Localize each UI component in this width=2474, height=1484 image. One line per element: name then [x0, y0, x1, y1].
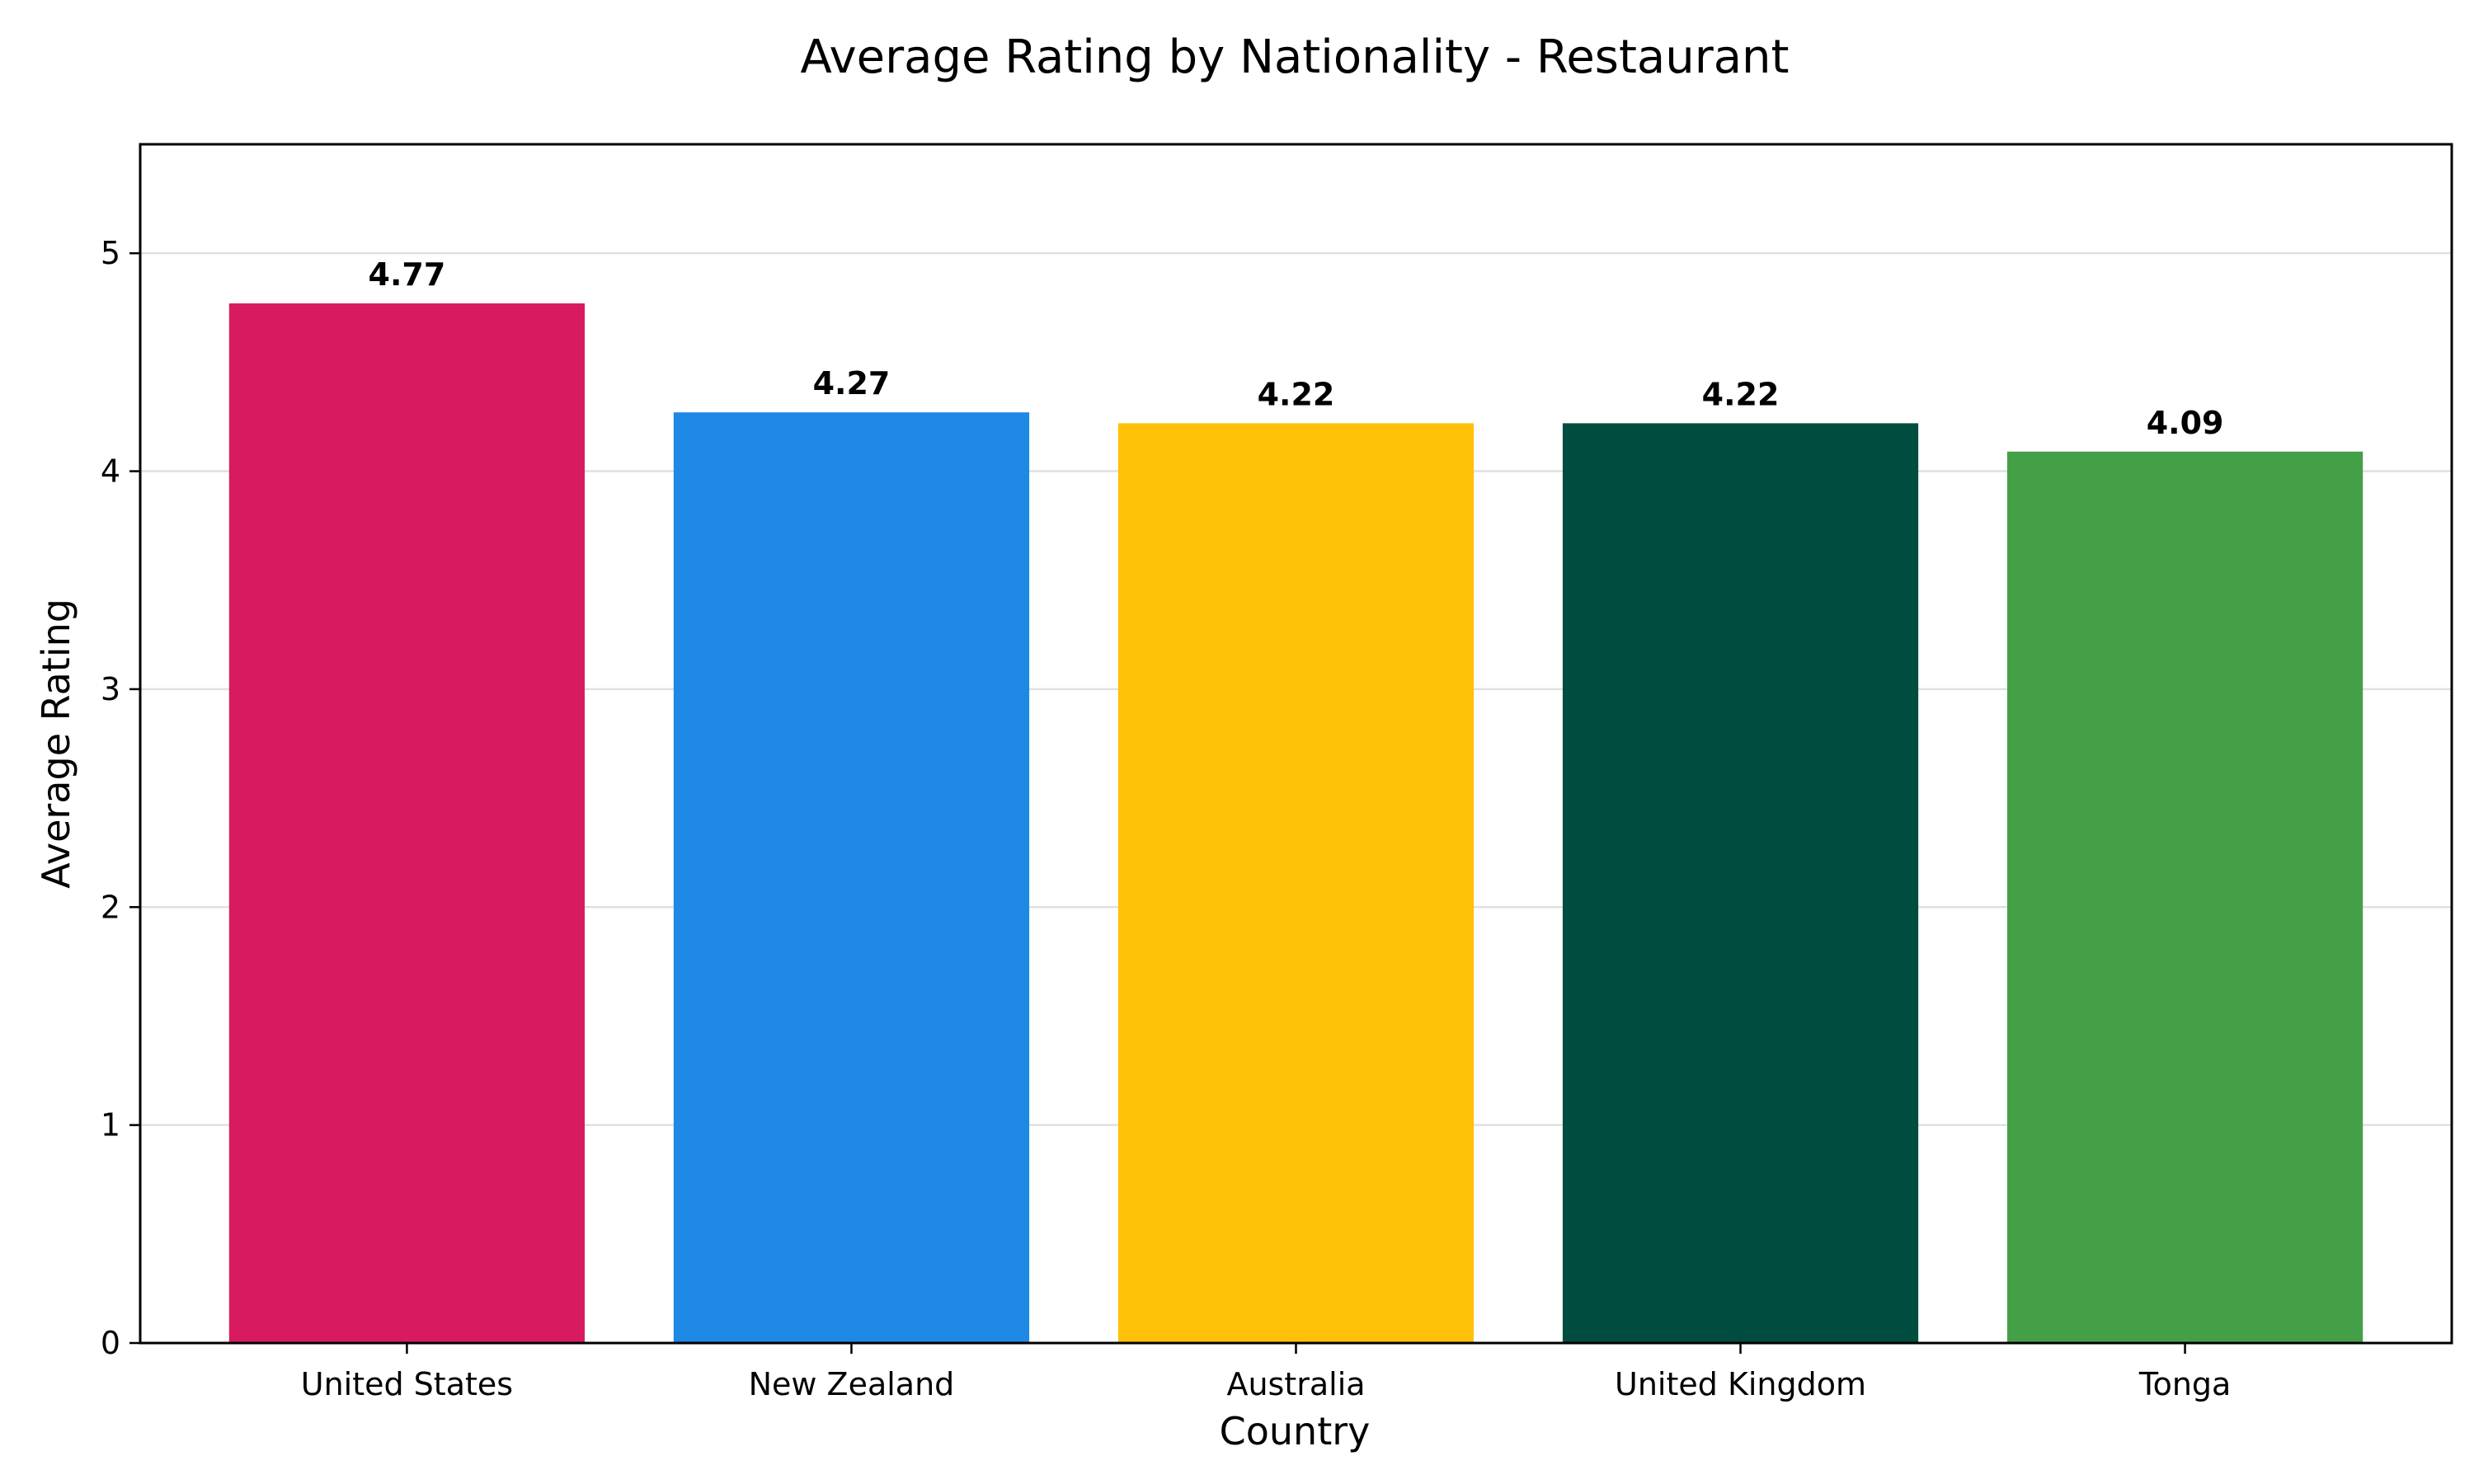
x-tick-label: United States	[301, 1366, 513, 1402]
x-axis-ticks: United States New Zealand Australia United …	[301, 1343, 2232, 1402]
y-tick-label: 0	[101, 1325, 120, 1361]
x-tick-label: United Kingdom	[1615, 1366, 1866, 1402]
y-axis-ticks: 0 1 2 3 4 5	[101, 235, 140, 1361]
bars	[228, 303, 2363, 1344]
data-label: 4.27	[813, 365, 891, 402]
y-tick-label: 3	[101, 671, 120, 707]
value-labels: 4.77 4.27 4.22 4.22 4.09	[369, 256, 2224, 441]
bar-new-zealand	[673, 412, 1030, 1344]
chart-title: Average Rating by Nationality - Restaura…	[801, 31, 1790, 84]
x-tick-label: Tonga	[2138, 1366, 2232, 1402]
data-label: 4.77	[369, 256, 446, 293]
data-label: 4.22	[1702, 376, 1780, 412]
x-tick-label: New Zealand	[749, 1366, 955, 1402]
x-axis-label: Country	[1220, 1409, 1371, 1453]
data-label: 4.09	[2147, 405, 2224, 441]
y-tick-label: 2	[101, 889, 120, 925]
bar-united-kingdom	[1562, 423, 1919, 1343]
data-label: 4.22	[1258, 376, 1335, 412]
y-tick-label: 5	[101, 235, 120, 271]
bar-tonga	[2006, 451, 2363, 1344]
y-tick-label: 1	[101, 1107, 120, 1144]
y-axis-label: Average Rating	[34, 599, 78, 889]
y-tick-label: 4	[101, 453, 120, 490]
x-tick-label: Australia	[1226, 1366, 1365, 1402]
bar-australia	[1117, 423, 1475, 1343]
bar-united-states	[228, 303, 586, 1343]
